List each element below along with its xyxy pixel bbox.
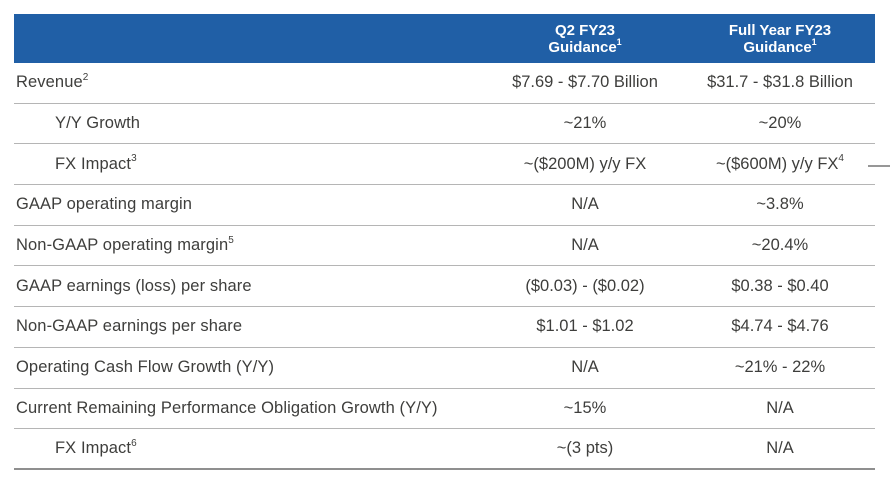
table-row-yy-growth: Y/Y Growth ~21% ~20% <box>14 104 875 145</box>
cell-q2: ~21% <box>563 114 607 133</box>
table-row-crpo-growth: Current Remaining Performance Obligation… <box>14 389 875 430</box>
table-row-non-gaap-operating-margin: Non-GAAP operating margin5 N/A ~20.4% <box>14 226 875 267</box>
footnote-superscript: 6 <box>131 437 137 449</box>
row-label-text: FX Impact <box>55 154 132 173</box>
cell-q2: $1.01 - $1.02 <box>536 317 634 336</box>
row-label-text: Y/Y Growth <box>55 114 141 133</box>
header-col-q2-guidance: Q2 FY23 Guidance1 <box>485 22 685 56</box>
cell-q2: N/A <box>571 236 599 255</box>
cell-q2: ~15% <box>563 398 607 417</box>
cropped-callout-dash <box>868 165 890 167</box>
row-label: FX Impact3 <box>14 153 485 174</box>
footnote-superscript: 2 <box>82 71 89 83</box>
cell-fy: ~20% <box>758 114 802 133</box>
cell-q2: ~($200M) y/y FX <box>523 154 647 173</box>
row-label: Current Remaining Performance Obligation… <box>14 399 485 418</box>
cell-fy-text: ~($600M) y/y FX <box>716 154 839 173</box>
header-q2-line2: Guidance1 <box>485 36 685 56</box>
cell-fy: ~20.4% <box>751 236 809 255</box>
row-label: Non-GAAP operating margin5 <box>14 234 485 255</box>
header-fy-line2: Guidance1 <box>685 36 875 56</box>
row-label: Y/Y Growth <box>14 114 485 133</box>
row-label-text: Non-GAAP operating margin <box>16 236 229 255</box>
footnote-superscript: 4 <box>838 153 844 165</box>
table-row-fx-impact-crpo: FX Impact6 ~(3 pts) N/A <box>14 429 875 470</box>
header-q2-line2-text: Guidance <box>548 38 617 56</box>
guidance-table: Q2 FY23 Guidance1 Full Year FY23 Guidanc… <box>14 14 875 470</box>
footnote-superscript: 1 <box>811 36 817 47</box>
row-label-text: GAAP operating margin <box>16 195 193 214</box>
cell-fy: N/A <box>766 439 794 458</box>
cell-fy: ~($600M) y/y FX4 <box>685 153 875 174</box>
cell-q2: ($0.03) - ($0.02) <box>525 276 645 295</box>
row-label: Non-GAAP earnings per share <box>14 317 485 336</box>
cell-fy: $0.38 - $0.40 <box>731 276 829 295</box>
row-label: GAAP operating margin <box>14 195 485 214</box>
header-col-fy-guidance: Full Year FY23 Guidance1 <box>685 22 875 56</box>
cell-fy: $31.7 - $31.8 Billion <box>707 73 853 92</box>
cell-fy: $4.74 - $4.76 <box>731 317 829 336</box>
row-label-text: Revenue <box>16 73 83 92</box>
cell-q2: N/A <box>571 195 599 214</box>
footnote-superscript: 1 <box>616 36 622 47</box>
table-row-revenue: Revenue2 $7.69 - $7.70 Billion $31.7 - $… <box>14 63 875 104</box>
row-label: Operating Cash Flow Growth (Y/Y) <box>14 358 485 377</box>
row-label-text: Operating Cash Flow Growth (Y/Y) <box>16 358 275 377</box>
cell-q2: N/A <box>571 358 599 377</box>
table-row-fx-impact-revenue: FX Impact3 ~($200M) y/y FX ~($600M) y/y … <box>14 144 875 186</box>
cell-q2: $7.69 - $7.70 Billion <box>512 73 658 92</box>
row-label: GAAP earnings (loss) per share <box>14 277 485 296</box>
row-label-text: Current Remaining Performance Obligation… <box>16 398 438 417</box>
table-row-gaap-operating-margin: GAAP operating margin N/A ~3.8% <box>14 185 875 226</box>
cell-fy: ~3.8% <box>756 195 804 214</box>
row-label: Revenue2 <box>14 71 485 92</box>
table-header-row: Q2 FY23 Guidance1 Full Year FY23 Guidanc… <box>14 14 875 63</box>
header-fy-line1: Full Year FY23 <box>728 21 832 39</box>
row-label-text: GAAP earnings (loss) per share <box>16 276 252 295</box>
table-row-operating-cash-flow-growth: Operating Cash Flow Growth (Y/Y) N/A ~21… <box>14 348 875 389</box>
table-row-non-gaap-eps: Non-GAAP earnings per share $1.01 - $1.0… <box>14 307 875 348</box>
row-label-text: Non-GAAP earnings per share <box>16 317 243 336</box>
footnote-superscript: 3 <box>131 153 137 165</box>
header-q2-line1: Q2 FY23 <box>554 21 616 39</box>
cell-q2: ~(3 pts) <box>556 439 614 458</box>
row-label-text: FX Impact <box>55 439 132 458</box>
cell-fy: ~21% - 22% <box>734 358 826 377</box>
header-fy-line2-text: Guidance <box>743 38 812 56</box>
table-row-gaap-eps: GAAP earnings (loss) per share ($0.03) -… <box>14 266 875 308</box>
footnote-superscript: 5 <box>228 234 234 246</box>
cell-fy: N/A <box>766 398 794 417</box>
row-label: FX Impact6 <box>14 437 485 458</box>
